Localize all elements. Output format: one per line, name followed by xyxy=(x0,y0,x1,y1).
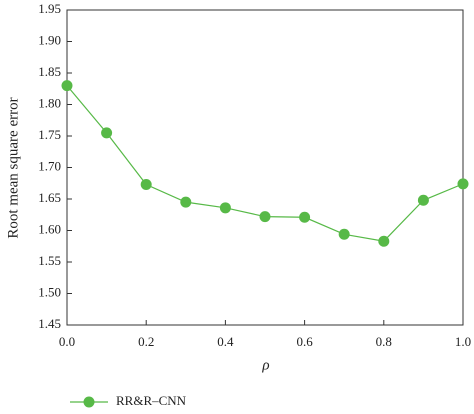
plot-frame xyxy=(66,9,464,326)
y-tick-label: 1.80 xyxy=(38,95,61,110)
y-tick-label: 1.45 xyxy=(38,316,61,331)
y-tick-label: 1.65 xyxy=(38,190,61,205)
y-axis-title: Root mean square error xyxy=(5,97,21,238)
x-tick-label: 0.8 xyxy=(376,334,392,349)
data-point xyxy=(219,202,231,214)
x-tick-label: 0.2 xyxy=(138,334,154,349)
legend-marker xyxy=(83,396,95,408)
y-tick-label: 1.75 xyxy=(38,127,61,142)
data-point xyxy=(299,211,311,223)
x-tick-label: 0.4 xyxy=(217,334,234,349)
data-point xyxy=(417,194,429,206)
x-tick-label: 0.6 xyxy=(296,334,313,349)
y-tick-label: 1.50 xyxy=(38,284,61,299)
data-point xyxy=(61,80,73,92)
x-tick-label: 0.0 xyxy=(59,334,75,349)
y-tick-label: 1.70 xyxy=(38,158,61,173)
data-point xyxy=(457,178,469,190)
y-tick-label: 1.90 xyxy=(38,32,61,47)
data-point xyxy=(338,228,350,240)
legend-label: RR&R–CNN xyxy=(116,393,187,408)
data-point xyxy=(180,196,192,208)
y-tick-label: 1.55 xyxy=(38,253,61,268)
x-axis-title: ρ xyxy=(261,357,269,373)
x-tick-label: 1.0 xyxy=(455,334,471,349)
data-point xyxy=(101,127,113,139)
y-tick-label: 1.95 xyxy=(38,1,61,16)
data-point xyxy=(140,179,152,191)
y-tick-label: 1.60 xyxy=(38,221,61,236)
data-point xyxy=(259,211,271,223)
y-tick-label: 1.85 xyxy=(38,64,61,79)
data-point xyxy=(378,235,390,247)
